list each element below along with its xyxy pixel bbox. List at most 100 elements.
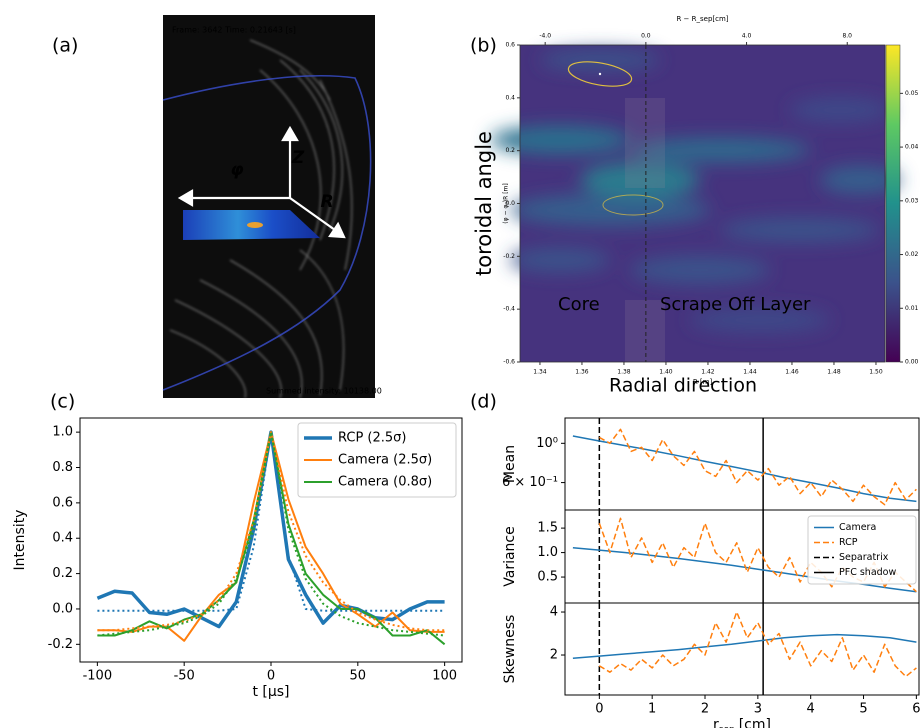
legend-label: PFC shadow bbox=[839, 567, 896, 578]
annotation: Core bbox=[558, 294, 600, 315]
legend: RCP (2.5σ) Camera (2.5σ) Camera (0.8σ) bbox=[297, 422, 457, 498]
y-tick-label: -0.2 bbox=[48, 637, 73, 652]
arrow bbox=[289, 197, 336, 231]
colorbar-tick-label: 0.04 bbox=[905, 144, 919, 151]
y-label: Mean bbox=[502, 445, 518, 483]
frame-header: Frame: 3642 Time: 0.21643 [s] bbox=[172, 26, 296, 35]
y-tick-label: 1.5 bbox=[537, 521, 558, 536]
panel-label: (b) bbox=[470, 35, 497, 57]
heat-blob bbox=[580, 162, 700, 198]
filament bbox=[319, 79, 353, 271]
heat-blob bbox=[720, 218, 880, 242]
plot-panel: 0 1 2 3 4 5 6 2 4 Skewness rsep [cm] bbox=[502, 602, 920, 728]
y-label: Intensity bbox=[12, 510, 28, 571]
panel-label: (c) bbox=[50, 391, 75, 413]
y-tick-label: -0.6 bbox=[503, 359, 515, 366]
series-line bbox=[598, 611, 917, 678]
top-tick-label: 8.0 bbox=[842, 33, 852, 40]
hot-spot bbox=[247, 222, 263, 228]
x-tick-label: 0 bbox=[595, 702, 603, 717]
panel-label: (a) bbox=[52, 35, 78, 57]
filament bbox=[199, 279, 303, 399]
filament bbox=[279, 59, 335, 241]
heat-blob bbox=[630, 138, 810, 162]
arrow-head bbox=[328, 221, 346, 239]
colorbar-tick-label: 0.00 bbox=[905, 359, 919, 366]
x-tick-label: 1 bbox=[648, 702, 656, 717]
legend-label: Camera (0.8σ) bbox=[338, 475, 432, 490]
legend-box bbox=[807, 515, 917, 585]
x-tick-label: 1.50 bbox=[869, 369, 883, 376]
y-tick-label: 0.4 bbox=[505, 94, 515, 101]
filament bbox=[299, 249, 345, 391]
filament bbox=[299, 69, 343, 231]
x-tick-label: 4 bbox=[807, 702, 815, 717]
plot-panel: 0.5 1.0 1.5 Variance Camera RCP Separatrix PFC … bbox=[502, 509, 920, 604]
y-label: Skewness bbox=[502, 615, 518, 684]
x-tick-label: 1.36 bbox=[575, 369, 589, 376]
blob-contour bbox=[567, 61, 633, 87]
y-tick-label: 10⁰ bbox=[536, 436, 558, 451]
series-line bbox=[572, 633, 917, 659]
series-line bbox=[598, 428, 917, 506]
heat-blob bbox=[540, 50, 660, 70]
x-tick-label: 3 bbox=[754, 702, 762, 717]
inner-y-label: (φ − φ₀)R [m] bbox=[503, 183, 510, 223]
legend-label: Camera (2.5σ) bbox=[338, 453, 432, 468]
legend: Camera RCP Separatrix PFC shadow bbox=[807, 515, 917, 585]
plot-frame bbox=[564, 417, 920, 511]
plot-panel: (d) 6 × 10⁻¹ 10⁰ Mean bbox=[470, 391, 920, 511]
filament bbox=[169, 329, 247, 399]
x-tick-label: 100 bbox=[432, 669, 457, 684]
x-label-sub: sep bbox=[719, 725, 735, 728]
x-label-main: t [μs] bbox=[252, 684, 289, 700]
annotation: Scrape Off Layer bbox=[660, 294, 811, 315]
x-tick-label: 1.40 bbox=[659, 369, 673, 376]
heat-blob bbox=[820, 166, 900, 194]
arrow-head bbox=[281, 125, 299, 142]
filament bbox=[229, 259, 323, 396]
frame-footer: Summed intensity: 10138.00 bbox=[266, 387, 382, 396]
heatmap-field bbox=[490, 50, 900, 332]
colorbar-tick-label: 0.05 bbox=[905, 90, 919, 97]
filament bbox=[259, 69, 322, 271]
y-tick-label: -0.2 bbox=[503, 253, 515, 260]
y-tick-label: 0.8 bbox=[52, 460, 73, 475]
y-tick-label: 0.0 bbox=[505, 200, 515, 207]
legend-label: Camera bbox=[839, 522, 876, 533]
y-label: Variance bbox=[502, 526, 518, 586]
y-tick-label: 0.5 bbox=[537, 570, 558, 585]
series-line bbox=[97, 431, 445, 632]
heat-blob bbox=[790, 98, 890, 122]
y-tick-label: 0.6 bbox=[505, 42, 515, 49]
series-line bbox=[97, 431, 445, 637]
colorbar bbox=[885, 44, 901, 363]
arrow-head bbox=[177, 189, 194, 207]
colorbar-tick-label: 0.01 bbox=[905, 305, 919, 312]
x-label: rsep [cm] bbox=[713, 717, 771, 728]
plot-frame bbox=[79, 417, 463, 663]
blob-contour bbox=[602, 194, 664, 216]
series-line bbox=[598, 517, 917, 593]
axis-symbol: R bbox=[320, 192, 333, 212]
x-tick-label: -100 bbox=[83, 669, 113, 684]
series-line bbox=[572, 435, 917, 503]
heat-blob bbox=[690, 308, 830, 332]
x-tick-label: 5 bbox=[859, 702, 867, 717]
panel-label: (d) bbox=[470, 391, 497, 413]
heat-blob bbox=[510, 248, 610, 272]
x-tick-label: 1.42 bbox=[701, 369, 715, 376]
top-tick-label: 0.0 bbox=[641, 33, 651, 40]
x-tick-label: 50 bbox=[350, 669, 367, 684]
legend-label: RCP bbox=[839, 537, 858, 548]
series-line bbox=[97, 431, 445, 612]
top-tick-label: -4.0 bbox=[539, 33, 551, 40]
y-tick-label: 4 bbox=[550, 605, 558, 620]
plot-frame bbox=[564, 602, 920, 696]
heat-blob bbox=[630, 256, 770, 284]
legend-label: RCP (2.5σ) bbox=[338, 431, 407, 446]
y-tick-label: 1.0 bbox=[537, 545, 558, 560]
x-tick-label: 1.48 bbox=[827, 369, 841, 376]
colorbar-tick-label: 0.03 bbox=[905, 197, 919, 204]
